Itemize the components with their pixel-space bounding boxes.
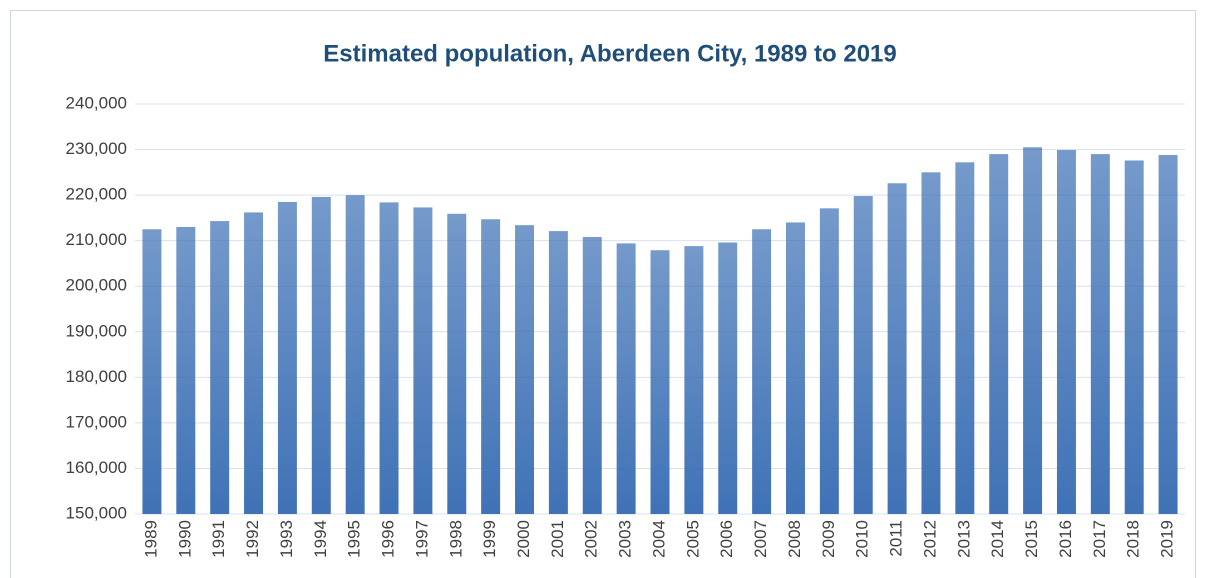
x-tick-label: 2004 bbox=[649, 520, 668, 558]
y-tick-label: 230,000 bbox=[66, 139, 127, 158]
y-tick-label: 240,000 bbox=[66, 93, 127, 112]
x-tick-label: 2007 bbox=[751, 520, 770, 558]
y-tick-label: 210,000 bbox=[66, 230, 127, 249]
y-tick-label: 190,000 bbox=[66, 321, 127, 340]
y-tick-label: 160,000 bbox=[66, 458, 127, 477]
x-tick-label: 2015 bbox=[1022, 520, 1041, 558]
bar bbox=[819, 208, 839, 515]
x-tick-label: 2019 bbox=[1158, 520, 1177, 558]
bar bbox=[142, 229, 162, 514]
bar bbox=[1023, 147, 1043, 514]
bar bbox=[515, 225, 534, 514]
y-tick-label: 170,000 bbox=[66, 412, 127, 431]
x-tick-label: 2013 bbox=[954, 520, 973, 558]
bar bbox=[379, 202, 399, 514]
x-tick-label: 2009 bbox=[819, 520, 838, 558]
y-tick-label: 200,000 bbox=[66, 276, 127, 295]
chart-title: Estimated population, Aberdeen City, 198… bbox=[323, 40, 896, 67]
x-tick-label: 2016 bbox=[1056, 520, 1075, 558]
bar bbox=[616, 243, 636, 514]
x-tick-label: 2010 bbox=[853, 520, 872, 558]
bar bbox=[210, 221, 230, 515]
bar bbox=[1124, 160, 1144, 514]
x-tick-label: 2003 bbox=[616, 520, 635, 558]
bar bbox=[481, 219, 501, 514]
x-tick-label: 1989 bbox=[141, 520, 160, 558]
bar bbox=[345, 195, 365, 514]
x-tick-label: 2002 bbox=[582, 520, 601, 558]
bar bbox=[413, 207, 433, 514]
x-tick-label: 1993 bbox=[277, 520, 296, 558]
bar bbox=[684, 246, 704, 514]
x-tick-label: 1996 bbox=[379, 520, 398, 558]
bar bbox=[887, 183, 907, 514]
y-tick-label: 150,000 bbox=[66, 503, 127, 522]
bar bbox=[752, 229, 772, 514]
y-tick-label: 220,000 bbox=[66, 185, 127, 204]
bar bbox=[650, 250, 670, 514]
bar bbox=[244, 212, 264, 514]
bar bbox=[176, 227, 196, 514]
bar bbox=[989, 154, 1009, 514]
x-tick-label: 1995 bbox=[345, 520, 364, 558]
bar bbox=[447, 213, 467, 515]
x-tick-label: 1992 bbox=[243, 520, 262, 558]
x-tick-label: 2012 bbox=[920, 520, 939, 558]
x-tick-label: 2017 bbox=[1090, 520, 1109, 558]
bar bbox=[1090, 154, 1110, 514]
x-tick-label: 1994 bbox=[311, 520, 330, 558]
x-tick-label: 1997 bbox=[412, 520, 431, 558]
bar bbox=[853, 196, 873, 514]
x-tick-label: 1991 bbox=[209, 520, 228, 558]
bar bbox=[718, 242, 738, 514]
bar bbox=[548, 231, 568, 514]
x-tick-label: 1999 bbox=[480, 520, 499, 558]
x-tick-label: 1990 bbox=[175, 520, 194, 558]
y-tick-label: 180,000 bbox=[66, 367, 127, 386]
x-tick-label: 2011 bbox=[887, 520, 906, 557]
x-tick-label: 2014 bbox=[988, 520, 1007, 558]
bar bbox=[921, 172, 941, 515]
bar bbox=[311, 196, 331, 514]
x-tick-label: 2018 bbox=[1124, 520, 1143, 558]
x-tick-label: 2000 bbox=[514, 520, 533, 558]
bar bbox=[1056, 150, 1076, 514]
bar bbox=[786, 222, 805, 514]
chart-frame bbox=[10, 10, 1196, 578]
x-tick-label: 2001 bbox=[548, 520, 567, 558]
bar bbox=[1158, 155, 1178, 514]
x-tick-label: 2008 bbox=[785, 520, 804, 558]
bar bbox=[955, 162, 975, 515]
bar bbox=[277, 201, 297, 514]
bar bbox=[582, 237, 602, 514]
x-tick-label: 1998 bbox=[446, 520, 465, 558]
x-tick-label: 2005 bbox=[683, 520, 702, 558]
x-tick-label: 2006 bbox=[717, 520, 736, 558]
